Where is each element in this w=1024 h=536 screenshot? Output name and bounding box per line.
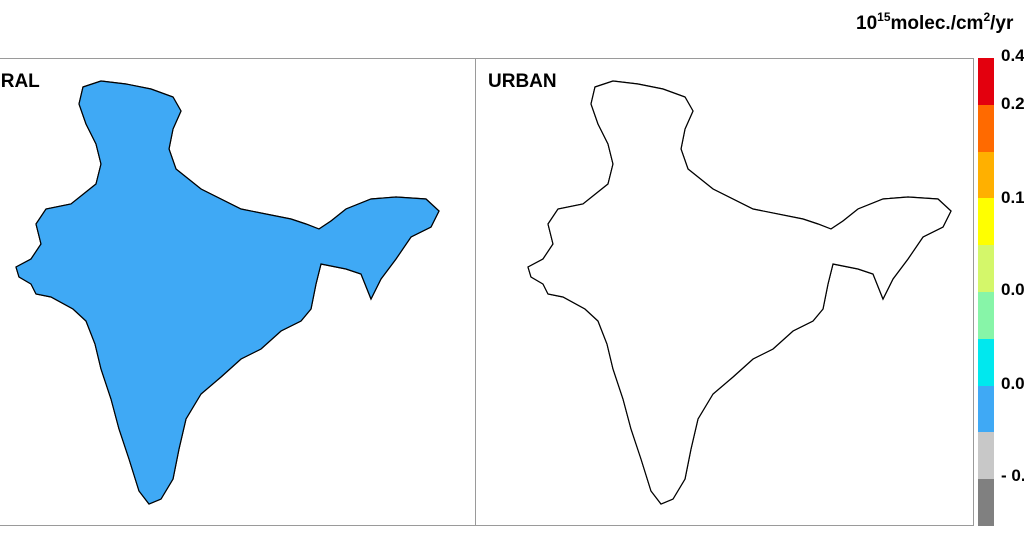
colorbar-segment xyxy=(978,432,994,480)
colorbar-segment xyxy=(978,58,994,106)
colorbar-tick-label: 0.1 xyxy=(1001,188,1024,207)
colorbar-segment xyxy=(978,338,994,387)
panel-title-urban: URBAN xyxy=(488,71,557,92)
urban-map-panel: URBAN xyxy=(475,58,974,526)
colorbar-segment xyxy=(978,198,994,246)
colorbar-segment xyxy=(978,151,994,199)
unit-prefix: 10 xyxy=(856,13,878,34)
colorbar-tick-label: - 0. xyxy=(1001,466,1024,485)
colorbar-segment xyxy=(978,385,994,433)
colorbar-segment xyxy=(978,292,994,340)
colorbar-segment xyxy=(978,479,994,527)
colorbar-tick-label: 0.0 xyxy=(1001,280,1024,299)
colorbar-tick-label: 0.0 xyxy=(1001,374,1024,393)
panel-title-rural: URAL xyxy=(0,71,40,92)
unit-middle: molec./cm xyxy=(890,13,984,34)
colorbar xyxy=(978,58,994,527)
colorbar-segment xyxy=(978,104,994,153)
unit-exponent: 15 xyxy=(877,10,891,24)
rural-map xyxy=(15,80,440,505)
unit-label: 1015molec./cm2/yr xyxy=(856,10,1013,35)
rural-map-panel: URAL xyxy=(0,58,477,526)
unit-exponent2: 2 xyxy=(983,10,991,24)
colorbar-tick-label: 0.2 xyxy=(1001,94,1024,113)
unit-suffix: /yr xyxy=(990,13,1014,34)
urban-map xyxy=(527,80,952,505)
colorbar-tick-label: 0.4 xyxy=(1001,46,1024,65)
colorbar-segment xyxy=(978,245,994,293)
